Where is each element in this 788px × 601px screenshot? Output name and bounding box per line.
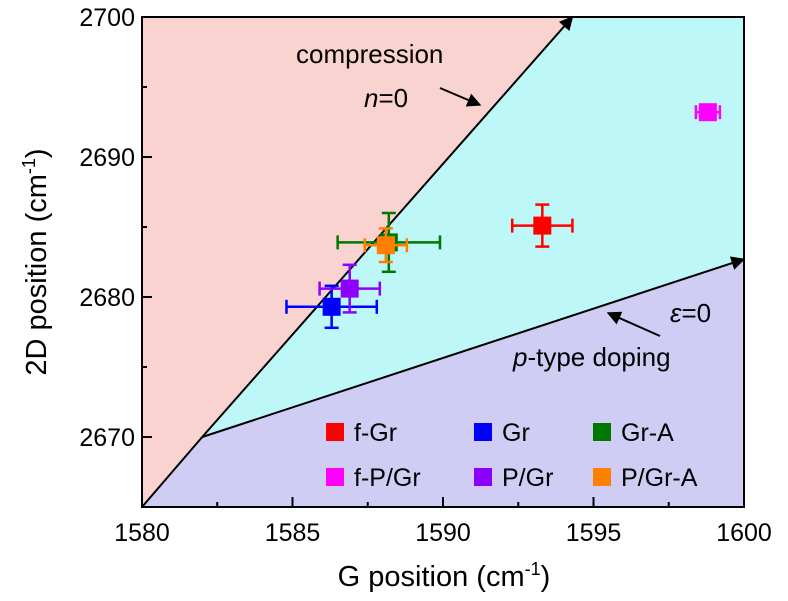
y-tick-label: 2700 (79, 4, 135, 32)
marker (533, 216, 552, 235)
x-tick-label: 1580 (114, 519, 170, 547)
legend-entry-gr: Gr (474, 419, 530, 447)
epsilon-zero-pointer (606, 311, 661, 337)
legend-entry-gr-a: Gr-A (593, 419, 674, 447)
legend-entry-f-p-gr: f-P/Gr (326, 464, 421, 492)
x-tick-label: 1585 (265, 519, 321, 547)
point-gr (285, 284, 379, 330)
annotation-arrows (439, 87, 661, 337)
region-1 (202, 17, 744, 437)
marker (340, 279, 359, 298)
y-tick-label: 2690 (79, 144, 135, 172)
epsilon-zero-label: ε=0 (670, 298, 711, 328)
n-zero-label: n=0 (364, 83, 408, 113)
legend-label: f-P/Gr (354, 464, 421, 492)
y-tick-label: 2670 (79, 424, 135, 452)
legend-entry-f-gr: f-Gr (326, 419, 397, 447)
point-p-gr (318, 263, 382, 314)
legend-swatch (326, 468, 344, 486)
p-type-doping-label: p-type doping (512, 342, 671, 372)
x-axis-title: G position (cm-1) (338, 559, 551, 593)
legend-swatch (593, 468, 611, 486)
y-axis-title: 2D position (cm-1) (19, 148, 53, 375)
data-points (285, 103, 722, 330)
x-tick-label: 1590 (415, 519, 471, 547)
legend-swatch (593, 423, 611, 441)
legend-label: P/Gr-A (621, 464, 698, 492)
legend-label: Gr (502, 419, 530, 447)
marker (376, 236, 395, 255)
region-2 (142, 259, 744, 507)
marker (698, 103, 717, 122)
legend-label: P/Gr (502, 464, 553, 492)
y-tick-label: 2680 (79, 284, 135, 312)
legend: f-Gr Gr Gr-A f-P/Gr P/Gr P/Gr-A (326, 419, 698, 492)
axis-ticks: 1580 1585 1590 1595 1600 2670 2680 2690 2700 (79, 4, 771, 547)
n-zero-pointer (439, 87, 482, 107)
compression-label: compression (296, 39, 443, 69)
boundary-lines (142, 17, 744, 507)
legend-entry-p-gr-a: P/Gr-A (593, 464, 698, 492)
legend-label: f-Gr (354, 419, 397, 447)
legend-swatch (474, 423, 492, 441)
legend-label: Gr-A (621, 419, 674, 447)
marker (322, 297, 341, 316)
p-type-doping-line (201, 256, 744, 438)
legend-swatch (474, 468, 492, 486)
x-tick-label: 1595 (566, 519, 622, 547)
point-f-p-gr (694, 103, 722, 122)
legend-swatch (326, 423, 344, 441)
point-p-gr-a (363, 227, 409, 264)
legend-entry-p-gr: P/Gr (474, 464, 553, 492)
shaded-regions (142, 17, 744, 507)
x-tick-label: 1600 (716, 519, 772, 547)
region-0 (142, 17, 573, 507)
point-f-gr (510, 203, 574, 248)
